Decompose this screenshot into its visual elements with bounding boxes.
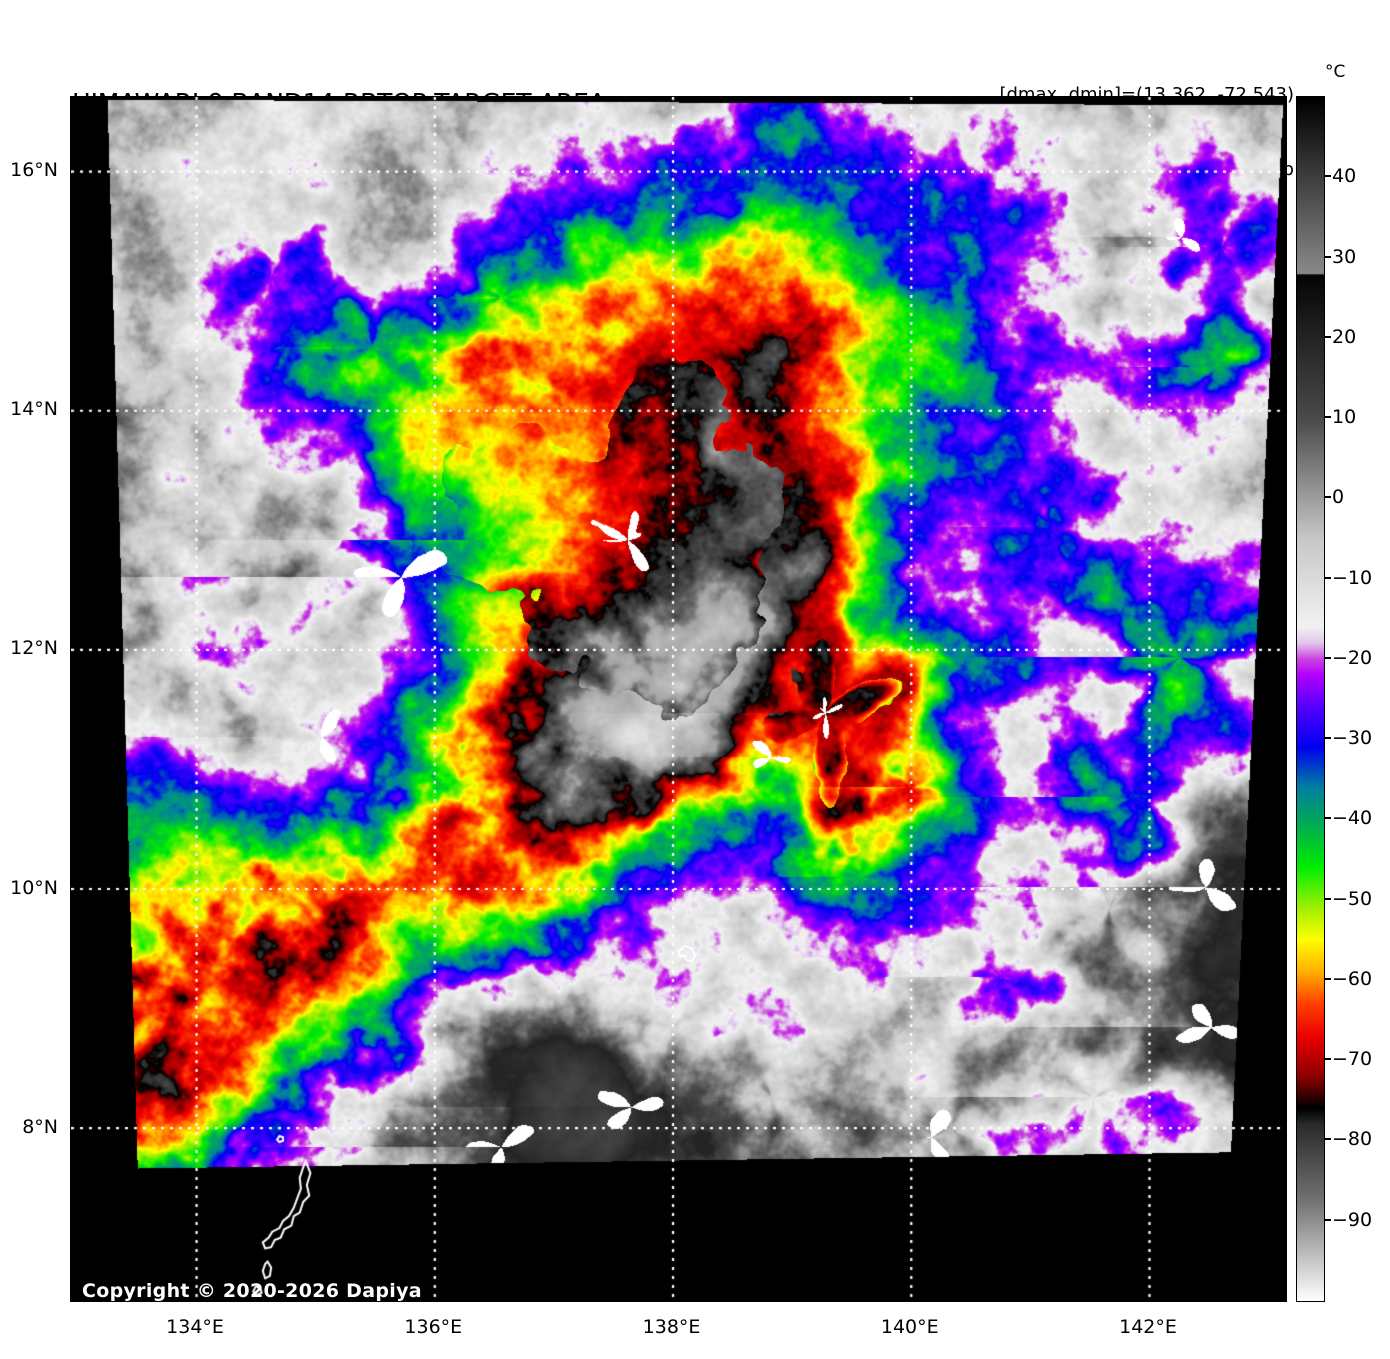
colorbar-tick-label: −90 xyxy=(1332,1208,1373,1231)
colorbar-tick-mark xyxy=(1324,576,1331,579)
colorbar-tick-mark xyxy=(1324,1218,1331,1221)
longitude-tick-label: 138°E xyxy=(642,1316,701,1338)
colorbar-tick-mark xyxy=(1324,897,1331,900)
graticule-and-coastline-overlay xyxy=(71,97,1286,1301)
colorbar-tick-mark xyxy=(1324,817,1331,820)
colorbar-tick-label: −10 xyxy=(1332,566,1373,589)
latitude-tick-label: 16°N xyxy=(10,159,58,182)
temperature-colorbar[interactable] xyxy=(1296,96,1325,1302)
colorbar-tick-mark xyxy=(1324,335,1331,338)
colorbar-tick-mark xyxy=(1324,255,1331,258)
copyright-notice: Copyright © 2020-2026 Dapiya xyxy=(82,1280,422,1302)
longitude-tick-label: 136°E xyxy=(404,1316,463,1338)
latitude-tick-label: 12°N xyxy=(10,637,58,660)
latitude-tick-label: 8°N xyxy=(22,1115,58,1138)
colorbar-tick-label: 10 xyxy=(1332,406,1357,429)
satellite-plot-area[interactable] xyxy=(70,96,1287,1302)
colorbar-tick-label: 20 xyxy=(1332,325,1357,348)
longitude-tick-label: 140°E xyxy=(880,1316,939,1338)
colorbar-tick-mark xyxy=(1324,496,1331,499)
colorbar-tick-mark xyxy=(1324,977,1331,980)
longitude-tick-label: 142°E xyxy=(1119,1316,1177,1338)
colorbar-tick-label: −40 xyxy=(1332,807,1373,830)
longitude-tick-label: 134°E xyxy=(166,1316,224,1338)
colorbar-gradient xyxy=(1297,97,1324,1301)
colorbar-tick-mark xyxy=(1324,737,1331,740)
colorbar-tick-label: −70 xyxy=(1332,1048,1373,1071)
colorbar-tick-label: 30 xyxy=(1332,245,1357,268)
latitude-tick-label: 10°N xyxy=(10,876,58,899)
colorbar-tick-label: 0 xyxy=(1332,486,1345,509)
colorbar-tick-label: −80 xyxy=(1332,1128,1373,1151)
colorbar-tick-label: −20 xyxy=(1332,646,1373,669)
colorbar-unit-label: °C xyxy=(1325,62,1346,82)
colorbar-tick-mark xyxy=(1324,416,1331,419)
latitude-tick-label: 14°N xyxy=(10,398,58,421)
colorbar-tick-mark xyxy=(1324,656,1331,659)
colorbar-tick-label: 40 xyxy=(1332,165,1357,188)
colorbar-tick-label: −50 xyxy=(1332,887,1373,910)
colorbar-tick-mark xyxy=(1324,1058,1331,1061)
colorbar-tick-label: −60 xyxy=(1332,967,1373,990)
colorbar-tick-label: −30 xyxy=(1332,727,1373,750)
colorbar-tick-mark xyxy=(1324,175,1331,178)
colorbar-tick-mark xyxy=(1324,1138,1331,1141)
